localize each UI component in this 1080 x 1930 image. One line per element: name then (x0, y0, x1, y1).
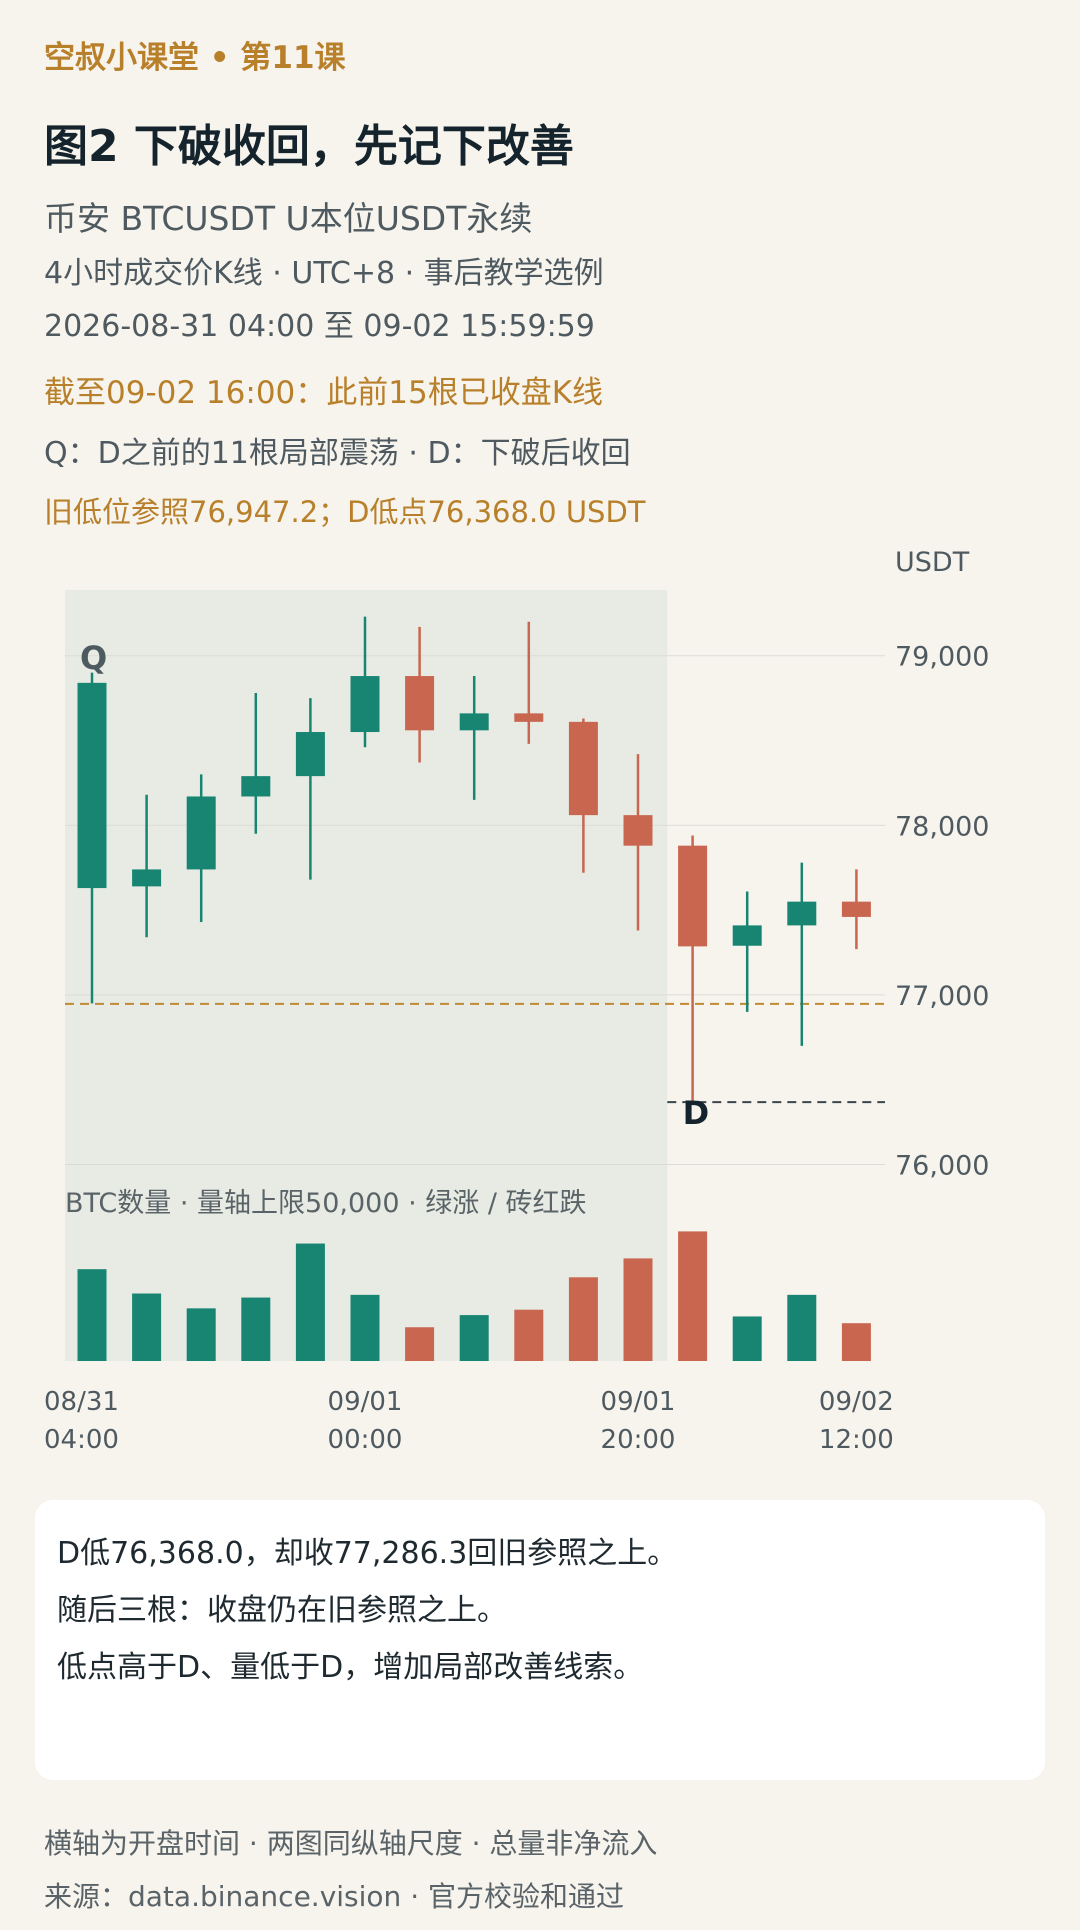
volume-bar (405, 1327, 435, 1361)
candle-body (459, 713, 489, 731)
note-line-2: 随后三根：收盘仍在旧参照之上。 (57, 1593, 507, 1628)
candle (459, 676, 489, 800)
timeframe-line: 4小时成交价K线 · UTC+8 · 事后教学选例 (44, 256, 604, 291)
figure-title: 图2 下破收回，先记下改善 (44, 121, 574, 172)
x-tick-label: 20:00 (601, 1425, 676, 1455)
volume-bar (732, 1316, 762, 1361)
volume-bar (350, 1294, 380, 1361)
candle-body (241, 776, 271, 797)
candle (568, 718, 598, 873)
x-tick-label: 12:00 (819, 1425, 894, 1455)
candle (77, 672, 107, 1004)
reference-level-line: 旧低位参照76,947.2；D低点76,368.0 USDT (44, 495, 646, 529)
q-zone-label: Q (80, 639, 107, 677)
candle (678, 835, 708, 1103)
candlestick-chart: 76,000 77,000 78,000 79,000 USDT BTC数量 · 量轴上… (44, 547, 989, 1455)
candle-body (132, 869, 162, 887)
candle-body (405, 676, 435, 731)
candle-body (678, 845, 708, 947)
y-tick-label: 77,000 (895, 981, 989, 1012)
x-tick-label: 08/31 (44, 1387, 119, 1417)
candle (732, 891, 762, 1012)
candle-body (787, 901, 817, 926)
volume-bar (623, 1258, 653, 1361)
x-tick-label: 04:00 (44, 1425, 119, 1455)
candle (241, 693, 271, 834)
volume-title: BTC数量 · 量轴上限50,000 · 绿涨 / 砖红跌 (65, 1188, 587, 1219)
volume-bar (132, 1293, 162, 1361)
candle-body (350, 676, 380, 733)
candle-body (77, 682, 107, 889)
y-tick-label: 76,000 (895, 1151, 989, 1182)
candle (350, 616, 380, 748)
note-line-3: 低点高于D、量低于D，增加局部改善线索。 (57, 1650, 644, 1685)
volume-bar (841, 1323, 871, 1361)
volume-bar (787, 1294, 817, 1361)
market-subtitle: 币安 BTCUSDT U本位USDT永续 (44, 199, 533, 238)
candle (623, 754, 653, 931)
x-tick-label: 09/02 (819, 1387, 894, 1417)
volume-bar (77, 1269, 107, 1361)
legend-q-d-line: Q：D之前的11根局部震荡 · D：下破后收回 (44, 436, 631, 471)
candle-body (841, 901, 871, 917)
candle-body (732, 925, 762, 946)
candle (295, 698, 325, 880)
volume-bar (295, 1243, 325, 1361)
note-line-1: D低76,368.0，却收77,286.3回旧参照之上。 (57, 1536, 678, 1571)
footer-source: 来源：data.binance.vision · 官方校验和通过 (44, 1880, 624, 1913)
candle (405, 626, 435, 763)
y-axis-unit: USDT (895, 547, 970, 578)
volume-bar (186, 1308, 216, 1361)
x-tick-label: 00:00 (328, 1425, 403, 1455)
volume-bar (241, 1297, 271, 1361)
candle (132, 794, 162, 938)
series-label: 空叔小课堂 • 第11课 (44, 40, 346, 76)
candle-body (186, 796, 216, 870)
candle-body (295, 732, 325, 777)
y-tick-label: 78,000 (895, 811, 989, 842)
date-range-line: 2026-08-31 04:00 至 09-02 15:59:59 (44, 309, 595, 344)
x-tick-label: 09/01 (328, 1387, 403, 1417)
candle (787, 862, 817, 1046)
footer-note: 横轴为开盘时间 · 两图同纵轴尺度 · 总量非净流入 (44, 1827, 658, 1860)
x-tick-label: 09/01 (601, 1387, 676, 1417)
volume-bar (459, 1315, 489, 1361)
cutoff-line: 截至09-02 16:00：此前15根已收盘K线 (44, 375, 604, 411)
candle (514, 621, 544, 744)
candle-body (623, 815, 653, 846)
d-marker-label: D (683, 1094, 710, 1132)
candle (186, 774, 216, 922)
y-tick-label: 79,000 (895, 642, 989, 673)
volume-bar (678, 1231, 708, 1361)
candle (841, 869, 871, 950)
summary-note: D低76,368.0，却收77,286.3回旧参照之上。 随后三根：收盘仍在旧参… (35, 1500, 1045, 1780)
volume-bar (514, 1309, 544, 1361)
candle-body (568, 721, 598, 816)
candle-body (514, 713, 544, 722)
volume-bar (568, 1277, 598, 1361)
